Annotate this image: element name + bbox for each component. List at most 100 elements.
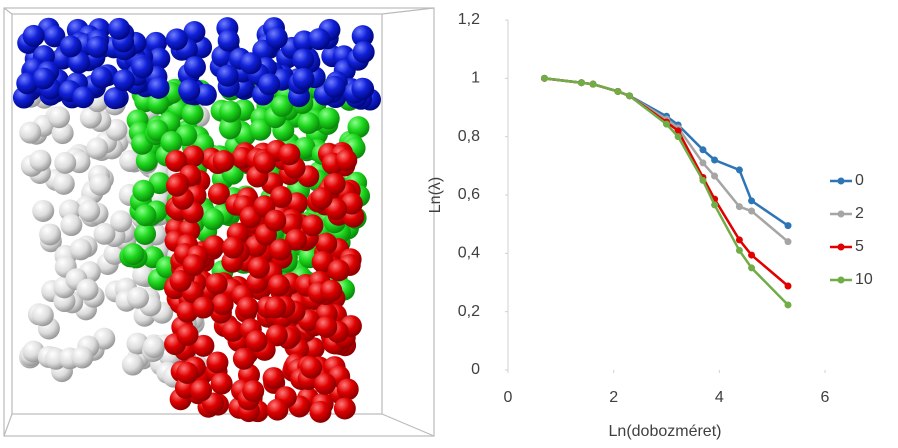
sphere bbox=[122, 243, 144, 265]
sphere bbox=[264, 296, 286, 318]
sphere bbox=[318, 107, 340, 129]
point bbox=[541, 75, 548, 82]
sphere bbox=[309, 401, 331, 423]
sphere bbox=[308, 28, 330, 50]
point bbox=[748, 208, 755, 215]
sphere bbox=[160, 131, 182, 153]
sphere bbox=[86, 36, 108, 58]
x-tick-label: 2 bbox=[609, 389, 618, 406]
sphere bbox=[206, 351, 228, 373]
sphere bbox=[334, 398, 356, 420]
sphere bbox=[222, 237, 244, 259]
y-tick-label: 1,2 bbox=[458, 11, 480, 28]
sphere bbox=[292, 68, 314, 90]
box-edge bbox=[4, 414, 12, 436]
sphere bbox=[39, 223, 61, 245]
sphere bbox=[298, 112, 320, 134]
point bbox=[614, 88, 621, 95]
sphere bbox=[127, 287, 149, 309]
sphere bbox=[219, 101, 241, 123]
point bbox=[578, 79, 585, 86]
sphere bbox=[263, 367, 285, 389]
sphere bbox=[300, 357, 322, 379]
sphere bbox=[248, 257, 270, 279]
sphere bbox=[337, 378, 359, 400]
sphere bbox=[23, 25, 45, 47]
sphere bbox=[217, 65, 239, 87]
sphere bbox=[86, 137, 108, 159]
point bbox=[736, 203, 743, 210]
point bbox=[711, 173, 718, 180]
x-tick-label: 6 bbox=[821, 389, 830, 406]
sphere bbox=[54, 152, 76, 174]
sphere bbox=[71, 346, 93, 368]
box-edge bbox=[382, 8, 434, 14]
sphere bbox=[184, 56, 206, 78]
box-edge bbox=[4, 8, 12, 14]
sphere bbox=[202, 208, 224, 230]
legend-marker bbox=[838, 244, 845, 251]
sphere bbox=[301, 214, 323, 236]
point bbox=[699, 159, 706, 166]
sphere bbox=[242, 380, 264, 402]
sphere bbox=[246, 330, 268, 352]
legend-label: 5 bbox=[855, 238, 864, 255]
legend-marker bbox=[838, 277, 845, 284]
sphere bbox=[233, 348, 255, 370]
sphere bbox=[166, 175, 188, 197]
sphere bbox=[176, 362, 198, 384]
sphere bbox=[108, 18, 130, 40]
point bbox=[748, 197, 755, 204]
sphere bbox=[190, 379, 212, 401]
page: {"chart_data": {"type": "line", "x_label… bbox=[0, 0, 898, 448]
sphere bbox=[212, 293, 234, 315]
sphere bbox=[76, 279, 98, 301]
point bbox=[736, 247, 743, 254]
sphere bbox=[292, 49, 314, 71]
sphere-render bbox=[4, 8, 434, 436]
sphere bbox=[78, 200, 100, 222]
sphere bbox=[254, 152, 276, 174]
sphere bbox=[134, 223, 156, 245]
sphere bbox=[32, 200, 54, 222]
sphere bbox=[132, 180, 154, 202]
sphere bbox=[134, 204, 156, 226]
sphere bbox=[182, 103, 204, 125]
sphere bbox=[89, 174, 111, 196]
point bbox=[748, 252, 755, 259]
y-tick-label: 0,4 bbox=[458, 245, 480, 262]
sphere bbox=[19, 122, 41, 144]
y-tick-label: 1 bbox=[471, 70, 480, 87]
point bbox=[785, 222, 792, 229]
sphere bbox=[91, 67, 113, 89]
point bbox=[785, 238, 792, 245]
sphere bbox=[278, 143, 300, 165]
y-tick-label: 0,6 bbox=[458, 186, 480, 203]
point bbox=[699, 146, 706, 153]
point bbox=[699, 177, 706, 184]
point bbox=[736, 236, 743, 243]
sphere bbox=[60, 35, 82, 57]
point bbox=[736, 166, 743, 173]
sphere bbox=[33, 67, 55, 89]
sphere bbox=[177, 324, 199, 346]
sphere bbox=[48, 106, 70, 128]
point bbox=[748, 264, 755, 271]
sphere bbox=[328, 259, 350, 281]
sphere bbox=[266, 27, 288, 49]
sphere bbox=[183, 254, 205, 276]
sphere bbox=[70, 238, 92, 260]
legend-label: 0 bbox=[855, 172, 864, 189]
sphere bbox=[266, 399, 288, 421]
sphere bbox=[113, 69, 135, 91]
sphere bbox=[72, 86, 94, 108]
sphere bbox=[353, 41, 375, 63]
x-tick-label: 4 bbox=[715, 389, 724, 406]
sphere bbox=[143, 336, 165, 358]
point bbox=[663, 121, 670, 128]
legend-marker bbox=[838, 211, 845, 218]
legend-label: 2 bbox=[855, 205, 864, 222]
point bbox=[711, 201, 718, 208]
point bbox=[590, 81, 597, 88]
sphere bbox=[110, 210, 132, 232]
